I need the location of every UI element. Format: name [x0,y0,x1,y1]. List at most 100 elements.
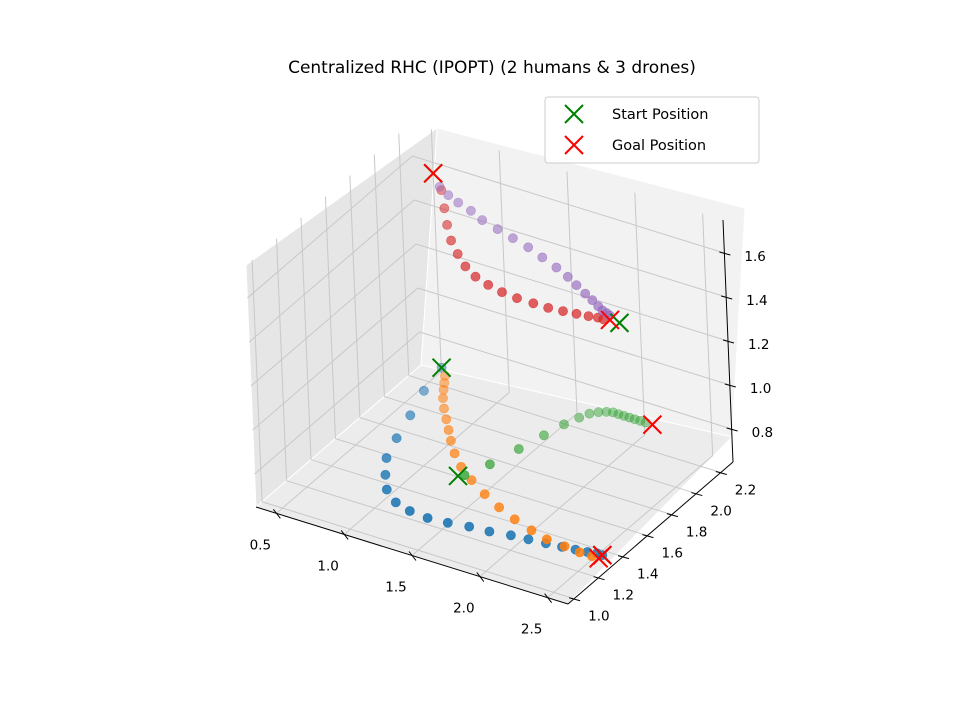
y-tick-mark [568,597,581,602]
z-tick-mark [721,295,733,300]
data-point [391,433,402,444]
data-point [483,279,494,290]
data-point [584,408,595,419]
data-point [465,205,476,216]
z-tick-mark [722,339,735,344]
data-point [452,249,463,259]
data-point [558,306,568,316]
x-tick-mark [408,551,417,561]
data-point [466,475,477,485]
data-point [492,224,503,234]
data-point [593,407,604,418]
legend-start-label: Start Position [612,107,709,123]
z-tick-label: 1.4 [746,293,767,309]
start-marker-stroke [448,466,468,486]
y-gridline-floor [286,480,599,579]
x-tick-mark [340,530,349,540]
start-marker [448,466,468,486]
data-point [613,409,624,419]
x-tick-label: 0.5 [250,537,271,553]
data-point [436,185,447,196]
y-axis-line [567,461,734,605]
goal-marker [600,310,620,330]
goal-marker [642,414,663,435]
data-point [460,261,471,272]
data-point [470,271,481,282]
data-point [571,280,582,291]
data-point [439,203,450,214]
x-tick-mark [476,572,485,582]
data-series [380,181,651,562]
z-tick-mark [724,383,736,388]
data-point [439,403,449,414]
data-point [477,215,488,225]
y-gridline-floor [261,501,575,600]
legend-goal-label: Goal Position [612,138,706,154]
data-point [587,551,597,562]
data-point [539,430,549,441]
y-tick-label: 1.8 [686,525,707,541]
goal-marker [423,163,443,184]
data-point [464,521,475,532]
data-point [574,412,585,423]
z-tick-label: 1.2 [748,337,769,353]
data-point [422,513,433,523]
data-point [608,407,618,418]
x-tick-label: 1.0 [317,558,338,574]
tick-labels: 0.51.01.52.02.51.01.21.41.61.82.02.20.81… [250,249,774,638]
data-point [494,502,504,513]
data-point [635,415,646,426]
y-gridline-floor [359,417,673,516]
z-tick-label: 0.8 [752,425,773,441]
data-point [497,287,507,297]
legend-goal-marker [564,135,584,155]
y-gridline-floor [384,396,697,495]
data-point [526,525,537,536]
data-point [505,530,516,541]
z-gridline-left [250,243,417,387]
data-point [453,197,464,208]
data-point [559,419,569,430]
data-point [619,410,629,421]
data-point [624,412,635,423]
x-gridline-floor [276,370,442,514]
data-point [380,469,391,480]
axis-lines [255,219,738,605]
data-point [528,298,539,309]
y-gridline-floor [310,459,624,558]
data-point [449,448,460,459]
data-point [418,385,429,396]
data-point [512,293,522,304]
data-point [479,489,490,500]
data-point [484,459,495,470]
data-point [446,235,456,246]
data-point [404,506,415,516]
data-point [523,534,534,545]
y-tick-mark [715,471,727,476]
data-point [381,484,392,495]
goal-marker [588,548,609,568]
goal-marker-stroke [588,548,609,568]
legend-start-marker [564,104,584,124]
data-point [441,414,452,425]
x-gridline-floor [479,434,646,577]
data-point [438,384,449,395]
z-tick-label: 1.0 [750,381,771,397]
data-point [438,393,448,404]
data-point [381,453,392,463]
data-point [551,262,562,273]
data-point [445,435,456,446]
data-point [629,414,640,425]
grid-lines [247,129,732,600]
start-marker-stroke [609,313,630,333]
data-point [434,181,445,192]
z-tick-mark [726,427,738,432]
x-tick-label: 2.5 [521,622,542,638]
goal-marker-stroke [600,310,620,330]
y-tick-mark [691,492,703,497]
data-point [443,190,454,201]
data-point [541,534,552,545]
data-point [405,410,416,421]
data-point [562,271,573,282]
